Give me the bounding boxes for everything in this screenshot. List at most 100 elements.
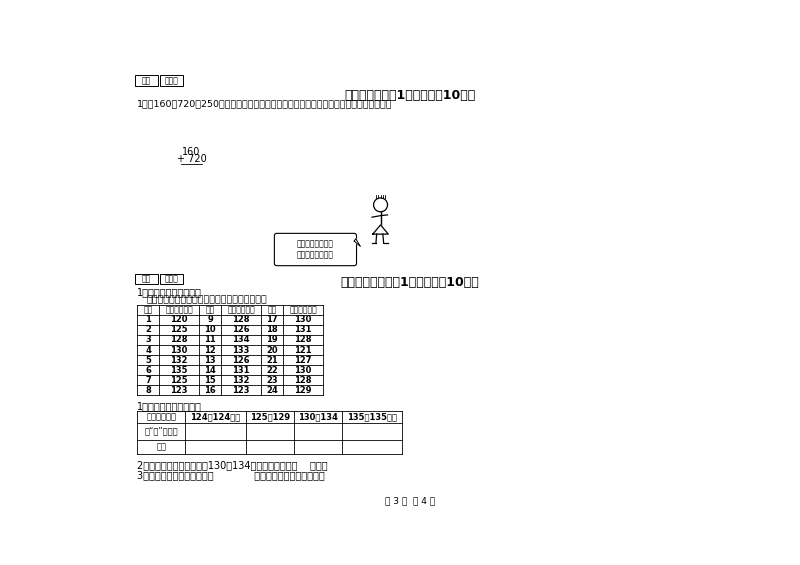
Text: 12: 12 (204, 346, 216, 354)
Text: 学号: 学号 (143, 306, 153, 315)
Text: 1、从160、720、250中任取两个数，能组成多少个加、减算式？在下面写出来，并计算。: 1、从160、720、250中任取两个数，能组成多少个加、减算式？在下面写出来，… (138, 99, 393, 108)
Circle shape (166, 200, 188, 221)
Bar (160, 274, 183, 284)
Text: 1: 1 (145, 315, 151, 324)
Text: 4: 4 (145, 346, 151, 354)
Circle shape (216, 211, 229, 224)
Circle shape (212, 222, 233, 244)
Text: 学号: 学号 (206, 306, 214, 315)
Text: 9: 9 (207, 315, 213, 324)
Circle shape (212, 193, 233, 214)
Circle shape (225, 200, 246, 221)
Text: 身高（厘米）: 身高（厘米） (227, 306, 255, 315)
Polygon shape (373, 225, 388, 234)
Circle shape (154, 193, 175, 214)
Text: 135及135以上: 135及135以上 (347, 412, 397, 421)
Circle shape (359, 150, 372, 163)
Circle shape (194, 138, 215, 160)
Text: 24: 24 (266, 385, 278, 394)
Text: 1、完成下面的统计表。: 1、完成下面的统计表。 (138, 401, 202, 411)
FancyBboxPatch shape (274, 233, 357, 266)
Text: 125～129: 125～129 (250, 412, 290, 421)
Text: 126: 126 (232, 355, 250, 364)
Text: 129: 129 (294, 385, 312, 394)
Text: 132: 132 (232, 376, 250, 385)
Text: 125: 125 (170, 376, 188, 385)
Circle shape (181, 131, 202, 153)
Text: 128: 128 (170, 336, 188, 345)
Text: 131: 131 (294, 325, 312, 334)
Text: 十一、附加题（共1大题，共膈10分）: 十一、附加题（共1大题，共膈10分） (341, 276, 479, 289)
Text: 8: 8 (145, 385, 151, 394)
Text: 127: 127 (294, 355, 312, 364)
Text: 130: 130 (170, 346, 188, 354)
Circle shape (141, 215, 162, 236)
Text: 22: 22 (266, 366, 278, 375)
Circle shape (342, 153, 364, 175)
Circle shape (194, 153, 215, 175)
Circle shape (166, 215, 188, 236)
Text: 128: 128 (232, 315, 250, 324)
Circle shape (368, 153, 390, 175)
Circle shape (158, 211, 170, 224)
Circle shape (168, 138, 190, 160)
Text: 130: 130 (294, 366, 312, 375)
Text: 要想都写来，可要
好好动动脑筋哦！: 要想都写来，可要 好好动动脑筋哦！ (297, 240, 334, 259)
Text: 下面是希望小学二年级一班女生身高统计情况。: 下面是希望小学二年级一班女生身高统计情况。 (146, 295, 267, 305)
Circle shape (185, 150, 198, 163)
Text: 134: 134 (232, 336, 250, 345)
Circle shape (355, 131, 377, 153)
Text: 130～134: 130～134 (298, 412, 338, 421)
Text: 17: 17 (266, 315, 278, 324)
Circle shape (374, 198, 387, 212)
Circle shape (355, 160, 377, 182)
Text: 133: 133 (232, 346, 250, 354)
Text: 身高（厘米）: 身高（厘米） (165, 306, 193, 315)
Text: 18: 18 (266, 325, 278, 334)
Circle shape (284, 153, 306, 175)
Text: 120: 120 (170, 315, 188, 324)
Text: 评卷人: 评卷人 (164, 76, 178, 85)
Text: 160: 160 (182, 147, 201, 157)
Text: 身高（厘米）: 身高（厘米） (289, 306, 317, 315)
Text: 20: 20 (266, 346, 278, 354)
Text: 评卷人: 评卷人 (164, 275, 178, 284)
Text: 121: 121 (294, 346, 312, 354)
Circle shape (297, 131, 318, 153)
Text: 身高（厘米）: 身高（厘米） (146, 412, 176, 421)
Circle shape (297, 160, 318, 182)
Text: 画“正”字统计: 画“正”字统计 (145, 427, 178, 436)
Text: 125: 125 (170, 325, 188, 334)
Text: 3、二年级一班女生身高在（             ）厘米范围内的人数最多。: 3、二年级一班女生身高在（ ）厘米范围内的人数最多。 (138, 471, 325, 480)
Circle shape (199, 215, 220, 236)
Text: 学号: 学号 (267, 306, 277, 315)
Text: 得分: 得分 (142, 275, 151, 284)
Polygon shape (354, 239, 361, 246)
Text: 7: 7 (145, 376, 151, 385)
Text: 十、综合题（共1大题，共膈10分）: 十、综合题（共1大题，共膈10分） (344, 89, 476, 102)
Text: 14: 14 (204, 366, 216, 375)
Text: 3: 3 (145, 336, 151, 345)
Text: 128: 128 (294, 376, 312, 385)
Text: 19: 19 (266, 336, 278, 345)
Circle shape (181, 160, 202, 182)
Text: 15: 15 (204, 376, 216, 385)
Text: + 720: + 720 (177, 154, 206, 164)
Text: 5: 5 (145, 355, 151, 364)
Circle shape (168, 153, 190, 175)
Text: 128: 128 (294, 336, 312, 345)
Bar (135, 274, 158, 284)
Text: 123: 123 (170, 385, 188, 394)
Text: 126: 126 (232, 325, 250, 334)
Circle shape (226, 138, 247, 160)
Text: 得分: 得分 (142, 76, 151, 85)
Text: 130: 130 (294, 315, 312, 324)
Circle shape (368, 138, 390, 160)
Text: 1、观察分析，我统计。: 1、观察分析，我统计。 (138, 287, 202, 297)
Circle shape (225, 215, 246, 236)
Circle shape (252, 153, 273, 175)
Circle shape (252, 138, 273, 160)
Circle shape (243, 150, 256, 163)
Circle shape (284, 138, 306, 160)
Text: 135: 135 (170, 366, 188, 375)
